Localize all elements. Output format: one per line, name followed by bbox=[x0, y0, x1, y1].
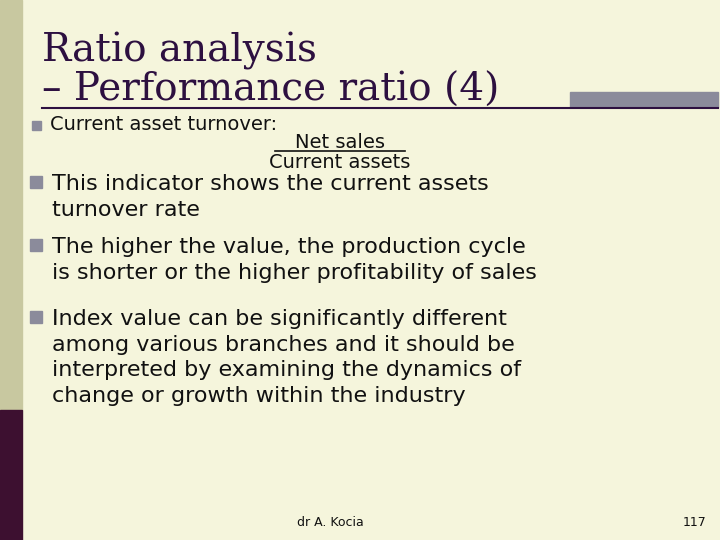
Bar bbox=[0, 0, 22, 410]
Text: Current asset turnover:: Current asset turnover: bbox=[50, 116, 277, 134]
Text: dr A. Kocia: dr A. Kocia bbox=[297, 516, 364, 529]
Text: Net sales: Net sales bbox=[295, 132, 385, 152]
Bar bbox=[32, 120, 40, 130]
Bar bbox=[0, 410, 22, 540]
Text: The higher the value, the production cycle
is shorter or the higher profitabilit: The higher the value, the production cyc… bbox=[52, 237, 537, 282]
Text: This indicator shows the current assets
turnover rate: This indicator shows the current assets … bbox=[52, 174, 489, 220]
Bar bbox=[30, 311, 42, 323]
Text: – Performance ratio (4): – Performance ratio (4) bbox=[42, 72, 500, 109]
Text: 117: 117 bbox=[683, 516, 707, 529]
Text: Current assets: Current assets bbox=[269, 152, 410, 172]
Bar bbox=[30, 176, 42, 188]
Text: Ratio analysis: Ratio analysis bbox=[42, 32, 317, 70]
Bar bbox=[570, 92, 718, 107]
Bar bbox=[30, 239, 42, 251]
Text: Index value can be significantly different
among various branches and it should : Index value can be significantly differe… bbox=[52, 309, 521, 406]
